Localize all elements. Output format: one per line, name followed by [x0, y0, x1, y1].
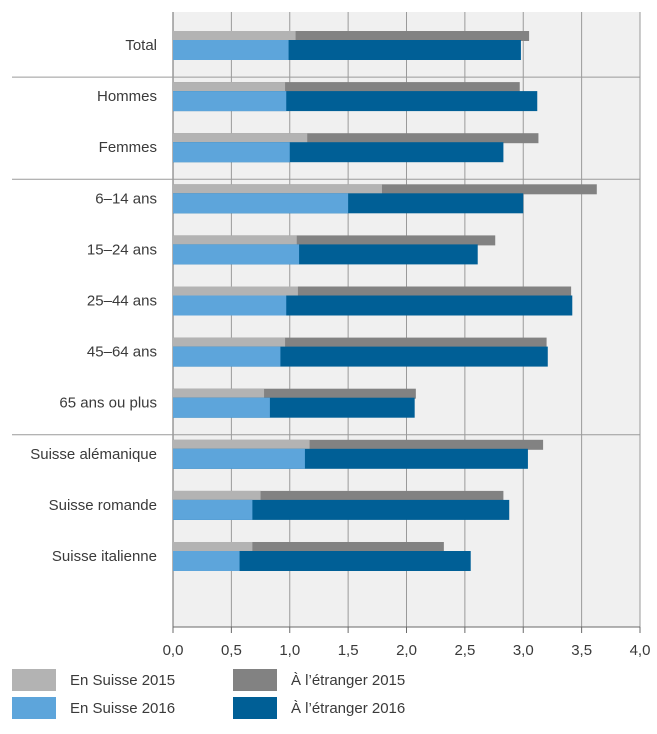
category-label: Total — [125, 37, 157, 54]
bar-switzerland-2016 — [173, 551, 240, 571]
x-tick-label: 0,0 — [163, 642, 184, 659]
bar-switzerland-2015 — [173, 82, 286, 93]
x-tick-label: 3,5 — [571, 642, 592, 659]
category-label: Suisse italienne — [52, 548, 157, 565]
bar-abroad-2015 — [173, 542, 444, 552]
bar-switzerland-2016 — [173, 448, 305, 469]
bar-switzerland-2016 — [173, 295, 287, 316]
bar-abroad-2015 — [173, 235, 496, 246]
bar-switzerland-2015 — [173, 184, 382, 195]
bar-switzerland-2015 — [173, 235, 297, 246]
x-tick-label: 4,0 — [630, 642, 651, 659]
legend-swatch — [12, 697, 56, 719]
x-tick-label: 1,0 — [279, 642, 300, 659]
bar-abroad-2016 — [173, 499, 510, 520]
x-tick-label: 1,5 — [338, 642, 359, 659]
legend-label: À l’étranger 2016 — [291, 700, 405, 717]
bar-switzerland-2015 — [173, 388, 265, 399]
legend-swatch — [233, 669, 277, 691]
bar-abroad-2016 — [173, 551, 471, 571]
bar-abroad-2015 — [173, 133, 539, 144]
category-label: 65 ans ou plus — [59, 395, 157, 412]
category-label: 15–24 ans — [87, 241, 157, 258]
bar-abroad-2015 — [173, 490, 504, 501]
bar-switzerland-2015 — [173, 337, 286, 348]
bar-switzerland-2015 — [173, 542, 253, 552]
legend-swatch — [12, 669, 56, 691]
bar-abroad-2015 — [173, 388, 416, 399]
bar-switzerland-2015 — [173, 31, 296, 41]
category-label: 45–64 ans — [87, 344, 157, 361]
category-label: Suisse romande — [49, 497, 157, 514]
category-label: Hommes — [97, 88, 157, 105]
category-label: 6–14 ans — [95, 190, 157, 207]
bar-switzerland-2016 — [173, 397, 270, 418]
x-tick-label: 3,0 — [513, 642, 534, 659]
x-tick-label: 0,5 — [221, 642, 242, 659]
bar-abroad-2015 — [173, 184, 597, 195]
bar-switzerland-2015 — [173, 439, 310, 450]
x-tick-label: 2,0 — [396, 642, 417, 659]
legend-label: À l’étranger 2015 — [291, 672, 405, 689]
bar-switzerland-2015 — [173, 133, 308, 144]
legend-swatch — [233, 697, 277, 719]
category-label: 25–44 ans — [87, 293, 157, 310]
category-label: Suisse alémanique — [30, 446, 157, 463]
bar-abroad-2015 — [173, 286, 572, 297]
x-tick-label: 2,5 — [454, 642, 475, 659]
bar-switzerland-2016 — [173, 142, 290, 163]
bar-abroad-2015 — [173, 31, 530, 41]
bar-switzerland-2016 — [173, 193, 349, 214]
bar-switzerland-2016 — [173, 499, 253, 520]
bar-switzerland-2016 — [173, 91, 287, 112]
bar-switzerland-2016 — [173, 40, 289, 60]
bar-abroad-2015 — [173, 337, 547, 348]
bar-switzerland-2015 — [173, 286, 298, 297]
bar-switzerland-2016 — [173, 346, 281, 367]
category-label: Femmes — [99, 139, 157, 156]
legend-label: En Suisse 2016 — [70, 700, 175, 717]
bar-abroad-2015 — [173, 82, 520, 93]
bar-abroad-2015 — [173, 439, 544, 450]
bar-switzerland-2015 — [173, 490, 261, 501]
bar-switzerland-2016 — [173, 244, 300, 265]
legend-label: En Suisse 2015 — [70, 672, 175, 689]
